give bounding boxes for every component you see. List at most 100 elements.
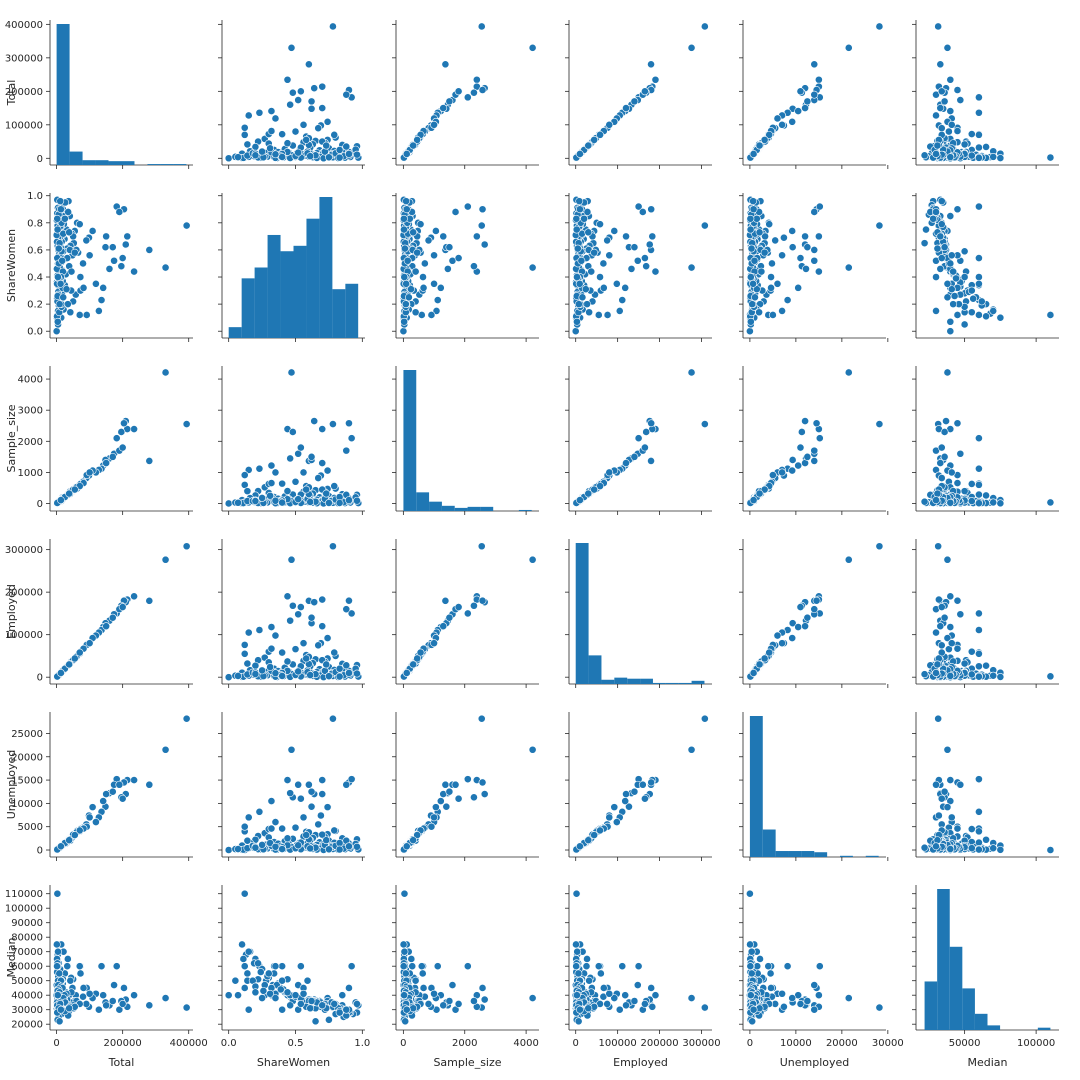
scatter-point [470, 793, 478, 802]
scatter-point [582, 962, 591, 971]
scatter-point [940, 428, 949, 436]
scatter-point [803, 97, 812, 106]
scatter-point [432, 306, 441, 315]
x-tick-label: 0.0 [221, 1038, 237, 1049]
scatter-point [314, 474, 323, 482]
scatter-point [335, 146, 344, 154]
scatter-point [937, 443, 946, 452]
scatter-point [618, 962, 627, 971]
scatter-point [810, 457, 819, 465]
scatter-point [633, 981, 642, 989]
scatter-point [66, 308, 75, 317]
scatter-point [409, 1004, 418, 1013]
y-tick-label: 0.2 [27, 300, 43, 311]
scatter-point [64, 208, 73, 216]
scatter-point [975, 254, 983, 262]
scatter-point [932, 780, 940, 789]
x-axis-title: Sample_size [433, 1056, 501, 1069]
scatter-point [278, 1005, 287, 1014]
scatter-point [936, 232, 945, 241]
scatter-point [347, 434, 356, 443]
scatter-point [283, 657, 292, 666]
scatter-point [647, 778, 656, 787]
scatter-point [989, 671, 998, 680]
panel-sharewomen-vs-sharewomen [218, 193, 365, 342]
scatter-point [920, 670, 929, 679]
scatter-point [573, 244, 582, 253]
scatter-point [967, 670, 976, 679]
scatter-point [746, 273, 755, 281]
scatter-point [596, 826, 604, 835]
scatter-point [700, 22, 709, 31]
histogram-bar [467, 506, 481, 511]
scatter-point [780, 1002, 788, 1011]
scatter-point [953, 127, 962, 135]
scatter-point [946, 776, 955, 784]
scatter-point [427, 311, 436, 319]
scatter-point [615, 306, 624, 315]
scatter-point [243, 659, 252, 668]
x-tick-label: 0 [573, 1038, 579, 1049]
scatter-point [844, 263, 853, 272]
scatter-point [94, 306, 103, 315]
scatter-point [318, 790, 327, 798]
scatter-point [760, 248, 769, 257]
scatter-point [477, 542, 486, 551]
scatter-point [102, 622, 111, 631]
scatter-point [419, 283, 428, 292]
scatter-point [788, 227, 797, 235]
scatter-point [875, 1003, 884, 1012]
scatter-point [283, 75, 292, 84]
scatter-point [240, 130, 249, 139]
scatter-point [287, 43, 296, 52]
scatter-point [584, 836, 593, 845]
scatter-point [942, 417, 950, 425]
scatter-point [946, 623, 955, 631]
scatter-point [424, 236, 433, 245]
scatter-point [299, 989, 308, 998]
scatter-point [347, 962, 356, 971]
scatter-point [810, 981, 819, 989]
scatter-point [577, 256, 586, 265]
scatter-point [648, 232, 657, 241]
scatter-point [975, 649, 983, 658]
scatter-point [302, 485, 311, 494]
scatter-point [347, 775, 356, 784]
histogram-bar [749, 716, 763, 857]
scatter-point [112, 962, 121, 971]
scatter-point [947, 120, 956, 129]
scatter-point [633, 256, 642, 265]
scatter-point [618, 296, 627, 304]
scatter-point [975, 434, 983, 443]
scatter-point [943, 293, 952, 302]
scatter-point [404, 293, 413, 302]
scatter-point [996, 154, 1005, 162]
scatter-point [240, 640, 249, 649]
scatter-point [335, 1008, 344, 1017]
scatter-point [749, 669, 758, 677]
scatter-point [778, 120, 786, 129]
scatter-point [338, 991, 347, 1000]
histogram-bar [403, 370, 417, 511]
scatter-point [1046, 846, 1055, 854]
scatter-point [937, 124, 946, 133]
scatter-point [409, 836, 418, 845]
panel-total-vs-sample_size [392, 20, 539, 169]
scatter-point [278, 845, 287, 853]
scatter-point [65, 228, 74, 237]
scatter-point [932, 150, 940, 158]
scatter-point [287, 368, 296, 377]
x-tick-label: 300000 [682, 1038, 720, 1049]
scatter-point [599, 283, 608, 292]
scatter-point [575, 197, 584, 206]
scatter-point [278, 479, 287, 488]
scatter-point [621, 991, 630, 1000]
scatter-point [470, 601, 478, 610]
panel-sharewomen-vs-median [912, 193, 1059, 342]
scatter-point [59, 293, 68, 302]
panel-sample_size-vs-median [912, 366, 1059, 515]
scatter-point [441, 60, 450, 69]
scatter-point [329, 542, 337, 551]
scatter-point [79, 984, 88, 992]
